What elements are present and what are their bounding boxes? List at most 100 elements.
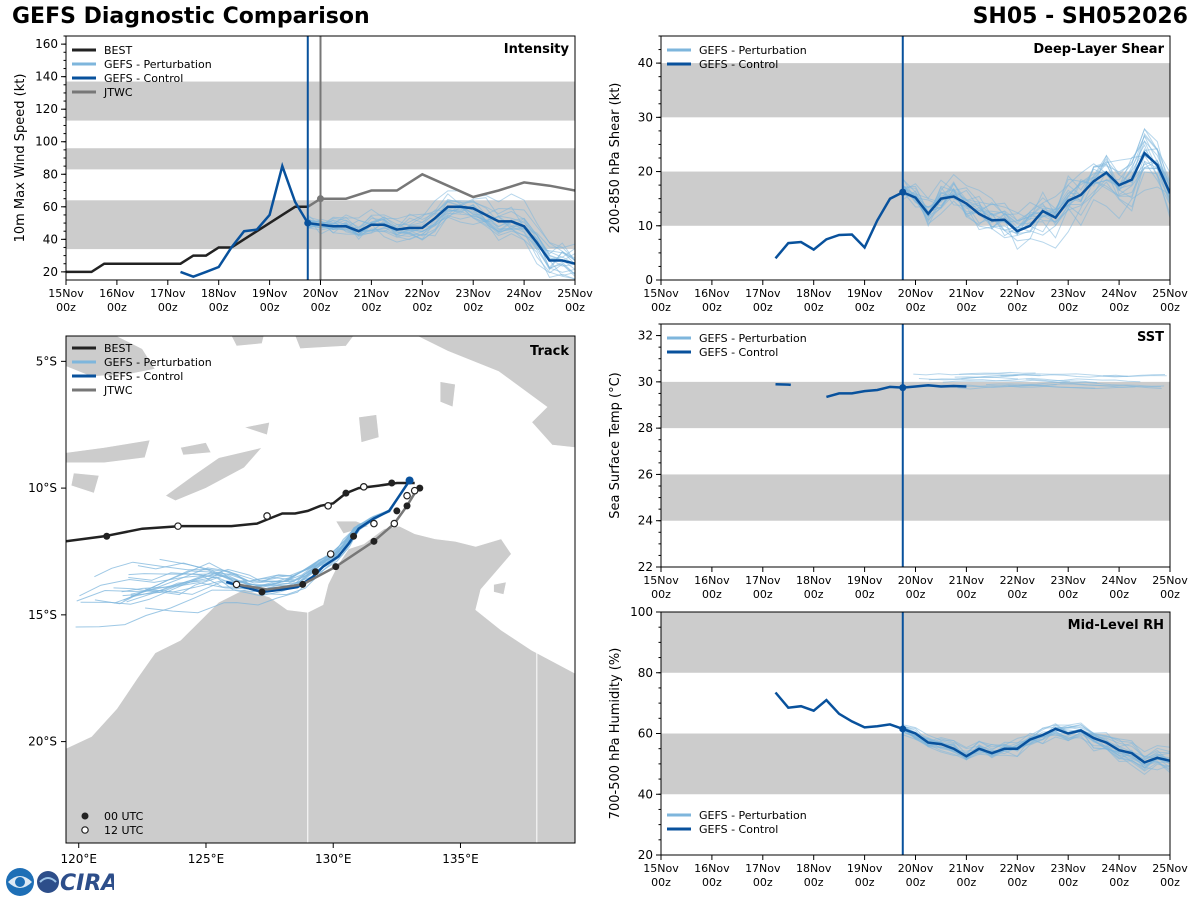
x-tick-label-day: 25Nov xyxy=(1152,287,1188,300)
threshold-band xyxy=(661,733,1170,795)
marker-12utc xyxy=(410,486,419,495)
perturbation-member-line xyxy=(902,170,1170,239)
threshold-band xyxy=(661,63,1170,118)
y-tick-label: 20°S xyxy=(28,735,57,749)
y-tick-label: 10 xyxy=(638,219,653,233)
panel-sst: 22 24 26 28 30 32 Sea Surface Temp (°C) SST GEFS… xyxy=(608,323,1188,601)
cira-wordmark: CIRA xyxy=(60,871,114,896)
legend-label: GEFS - Perturbation xyxy=(699,332,807,345)
y-tick-label: 15°S xyxy=(28,608,57,622)
x-tick-label-hour: 00z xyxy=(651,301,671,314)
y-axis-label: 200-850 hPa Shear (kt) xyxy=(608,83,623,234)
x-tick-label-hour: 00z xyxy=(1007,876,1027,889)
marker-00utc xyxy=(342,489,350,497)
x-tick-label-day: 23Nov xyxy=(455,287,491,300)
plot-area xyxy=(774,127,1170,260)
x-tick-label-hour: 00z xyxy=(651,876,671,889)
legend-label: GEFS - Control xyxy=(104,370,183,383)
x-tick-label-day: 22Nov xyxy=(1000,574,1036,587)
legend-marker-00utc xyxy=(81,812,89,820)
x-tick-label-hour: 00z xyxy=(209,301,229,314)
x-tick-label-day: 15Nov xyxy=(643,862,679,875)
control-init-marker xyxy=(899,725,907,733)
x-tick-label: 120°E xyxy=(60,852,97,866)
flores-island xyxy=(66,439,151,464)
legend-label: GEFS - Control xyxy=(699,346,778,359)
agency-logos: CIRA xyxy=(6,868,114,896)
perturbation-member-line xyxy=(902,159,1170,230)
panel-rh: 20 40 60 80 100 700-500 hPa Humidity (%) Mid-L… xyxy=(608,605,1188,889)
x-tick-label-day: 16Nov xyxy=(694,862,730,875)
marker-12utc xyxy=(403,491,411,500)
x-tick-label-hour: 00z xyxy=(753,588,773,601)
x-tick-label-hour: 00z xyxy=(804,301,824,314)
control-init-marker xyxy=(899,384,907,392)
x-tick-label-day: 15Nov xyxy=(643,574,679,587)
aru-island xyxy=(439,381,456,408)
threshold-band xyxy=(661,474,1170,521)
perturbation-member-line xyxy=(985,381,1165,387)
x-tick-label: 135°E xyxy=(442,852,479,866)
y-tick-label: 22 xyxy=(638,560,653,574)
y-tick-label: 40 xyxy=(638,56,653,70)
y-axis-label: Sea Surface Temp (°C) xyxy=(608,372,623,519)
perturbation-member-line xyxy=(902,132,1170,236)
x-tick-label-hour: 00z xyxy=(702,876,722,889)
x-tick-label-hour: 00z xyxy=(804,588,824,601)
panel-shear: 0 10 20 30 40 200-850 hPa Shear (kt) Deep-Laye… xyxy=(608,35,1188,314)
legend-label: GEFS - Perturbation xyxy=(104,58,212,71)
x-tick-label-hour: 00z xyxy=(855,301,875,314)
x-tick-label-hour: 00z xyxy=(1058,301,1078,314)
y-tick-label: 40 xyxy=(43,232,58,246)
x-tick-label-day: 19Nov xyxy=(847,287,883,300)
x-tick-label-hour: 00z xyxy=(362,301,382,314)
legend-label: GEFS - Control xyxy=(699,58,778,71)
y-tick-label: 40 xyxy=(638,787,653,801)
y-tick-label: 120 xyxy=(35,102,58,116)
x-tick-label-day: 23Nov xyxy=(1050,862,1086,875)
x-tick-label-day: 16Nov xyxy=(694,287,730,300)
marker-00utc xyxy=(332,563,340,571)
perturbation-member-line xyxy=(307,205,575,277)
wetar-island xyxy=(242,421,270,436)
x-tick-label-hour: 00z xyxy=(906,876,926,889)
perturbation-member-line xyxy=(902,724,1170,776)
x-tick-label-hour: 00z xyxy=(957,588,977,601)
control-init-marker xyxy=(405,476,414,485)
marker-00utc xyxy=(350,532,358,540)
x-tick-label-hour: 00z xyxy=(260,301,280,314)
x-tick-label-hour: 00z xyxy=(1160,876,1180,889)
x-tick-label-hour: 00z xyxy=(906,588,926,601)
panel-title: Deep-Layer Shear xyxy=(1033,42,1164,57)
legend-marker-12utc xyxy=(81,826,89,834)
x-tick-label-hour: 00z xyxy=(514,301,534,314)
x-tick-label-day: 25Nov xyxy=(1152,574,1188,587)
storm-id: SH05 - SH052026 xyxy=(972,4,1188,29)
map-area xyxy=(66,336,575,843)
marker-00utc xyxy=(299,580,307,588)
y-tick-label: 26 xyxy=(638,467,653,481)
threshold-band xyxy=(661,612,1170,673)
marker-12utc xyxy=(174,522,182,530)
y-tick-label: 0 xyxy=(645,273,653,287)
series-line-gefs-control xyxy=(826,384,967,399)
y-tick-label: 20 xyxy=(638,848,653,862)
y-tick-label: 80 xyxy=(638,666,653,680)
perturbation-member-line xyxy=(902,160,1170,233)
marker-12utc xyxy=(324,502,332,510)
x-tick-label-hour: 00z xyxy=(702,588,722,601)
perturbation-member-line xyxy=(1059,381,1162,389)
timor-island xyxy=(164,446,263,502)
perturbation-member-line xyxy=(1102,374,1167,377)
groote-island xyxy=(493,581,507,595)
x-tick-label-hour: 00z xyxy=(311,301,331,314)
x-tick-label-day: 15Nov xyxy=(48,287,84,300)
y-tick-label: 24 xyxy=(638,514,653,528)
legend-label: GEFS - Control xyxy=(104,72,183,85)
perturbation-member-line xyxy=(902,729,1170,772)
x-tick-label-hour: 00z xyxy=(855,876,875,889)
x-tick-label-day: 21Nov xyxy=(949,287,985,300)
x-tick-label-hour: 00z xyxy=(702,301,722,314)
perturbation-member-line xyxy=(902,128,1170,226)
seram-island xyxy=(294,336,354,350)
